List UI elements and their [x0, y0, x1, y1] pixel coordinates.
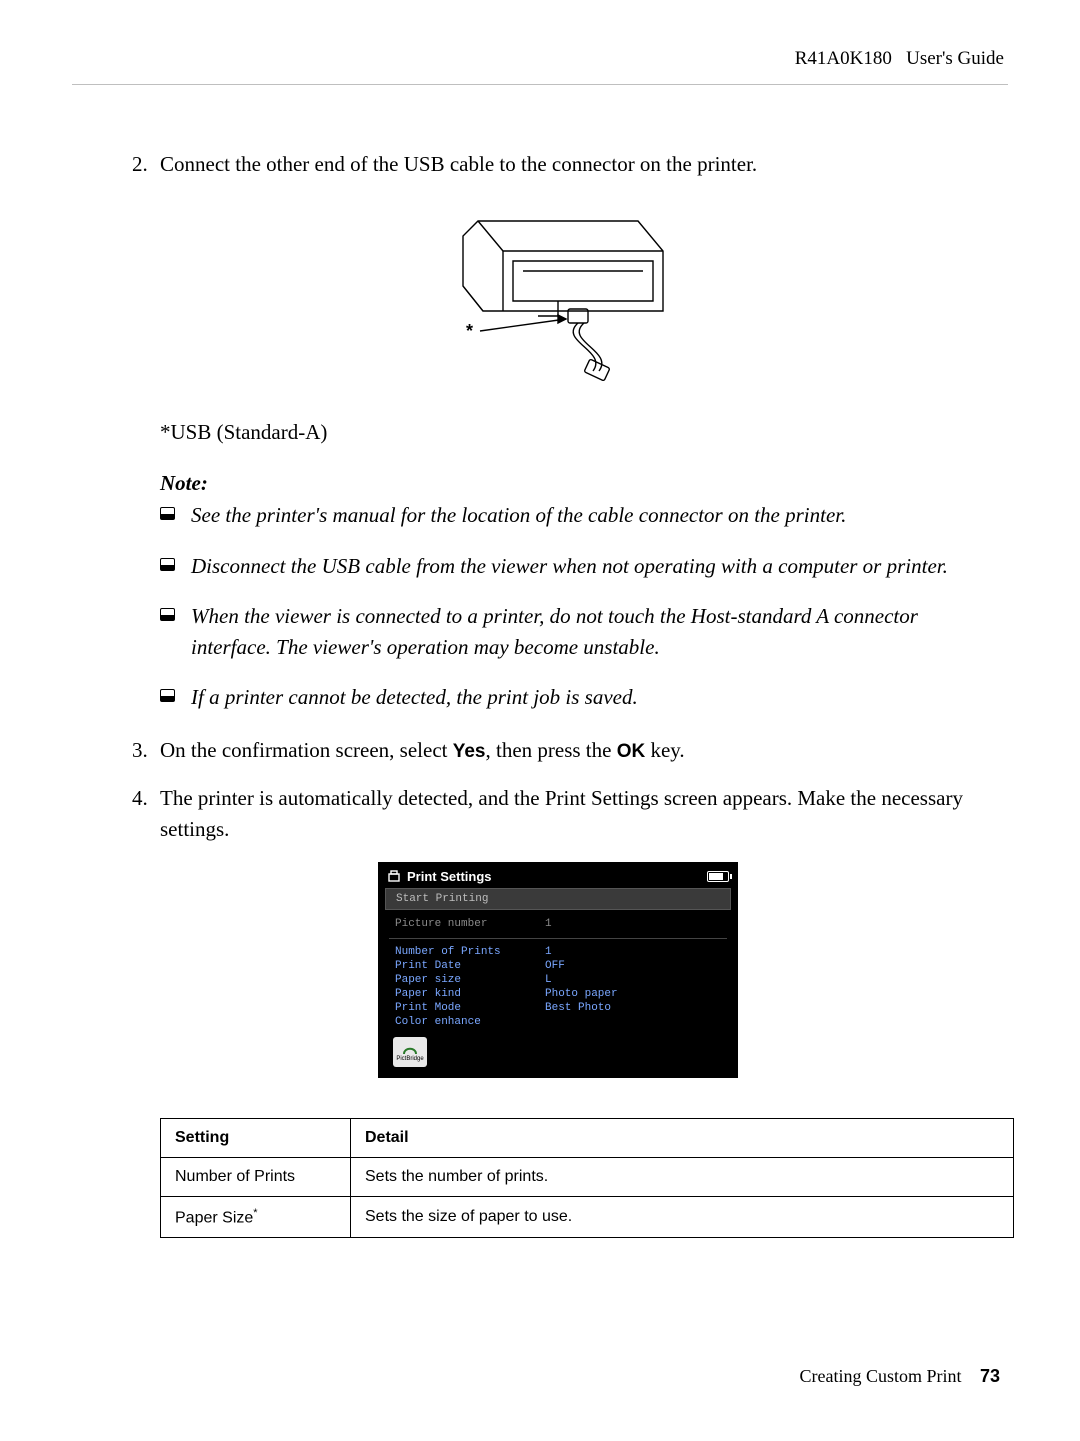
cell-setting: Number of Prints — [161, 1158, 351, 1197]
ok-label: OK — [617, 741, 646, 762]
printer-icon — [387, 870, 401, 884]
paper-size-sup: * — [253, 1207, 257, 1219]
step-2-num: 2. — [132, 149, 160, 179]
footer-section: Creating Custom Print — [799, 1366, 961, 1386]
footer-page: 73 — [980, 1366, 1000, 1386]
step-3-num: 3. — [132, 735, 160, 766]
note-heading: Note: — [132, 471, 984, 496]
picture-number-value: 1 — [545, 918, 552, 930]
row-key: Print Mode — [395, 1002, 545, 1014]
cell-detail: Sets the number of prints. — [351, 1158, 1014, 1197]
usb-caption: *USB (Standard-A) — [132, 420, 984, 445]
footer: Creating Custom Print 73 — [799, 1366, 1000, 1387]
row-key: Print Date — [395, 960, 545, 972]
table-row: Number of Prints Sets the number of prin… — [161, 1158, 1014, 1197]
panel-row: Paper sizeL — [379, 973, 737, 987]
picture-number-row: Picture number1 — [379, 912, 737, 938]
bullet-icon — [160, 689, 175, 702]
row-key: Paper kind — [395, 988, 545, 1000]
step-4: 4. The printer is automatically detected… — [132, 783, 984, 844]
step-4-text: The printer is automatically detected, a… — [160, 783, 984, 844]
panel-row: Print DateOFF — [379, 959, 737, 973]
pictbridge-label: PictBridge — [396, 1056, 423, 1062]
cell-setting: Paper Size* — [161, 1197, 351, 1238]
figure-printer-usb: * — [132, 201, 984, 386]
col-detail: Detail — [351, 1119, 1014, 1158]
pictbridge-logo: PictBridge — [393, 1037, 427, 1067]
table-header-row: Setting Detail — [161, 1119, 1014, 1158]
note-item: Disconnect the USB cable from the viewer… — [160, 551, 984, 581]
figure-print-settings: Print Settings Start Printing Picture nu… — [132, 862, 984, 1078]
note-list: See the printer's manual for the locatio… — [132, 500, 984, 712]
row-val: Best Photo — [545, 1002, 611, 1014]
figure-star: * — [466, 321, 473, 341]
panel-row: Number of Prints1 — [379, 945, 737, 959]
row-val: OFF — [545, 960, 565, 972]
note-text: If a printer cannot be detected, the pri… — [191, 682, 638, 712]
panel-divider — [389, 938, 727, 939]
bullet-icon — [160, 608, 175, 621]
cell-detail: Sets the size of paper to use. — [351, 1197, 1014, 1238]
note-text: When the viewer is connected to a printe… — [191, 601, 984, 662]
print-settings-panel: Print Settings Start Printing Picture nu… — [378, 862, 738, 1078]
battery-icon — [707, 871, 729, 882]
note-text: Disconnect the USB cable from the viewer… — [191, 551, 948, 581]
table-row: Paper Size* Sets the size of paper to us… — [161, 1197, 1014, 1238]
row-val: L — [545, 974, 552, 986]
row-key: Number of Prints — [395, 946, 545, 958]
step-4-num: 4. — [132, 783, 160, 844]
picture-number-label: Picture number — [395, 918, 545, 930]
settings-table: Setting Detail Number of Prints Sets the… — [160, 1118, 1014, 1238]
printer-usb-illustration: * — [408, 201, 708, 381]
note-text: See the printer's manual for the locatio… — [191, 500, 846, 530]
row-key: Paper size — [395, 974, 545, 986]
note-item: If a printer cannot be detected, the pri… — [160, 682, 984, 712]
step-3-pre: On the confirmation screen, select — [160, 738, 453, 762]
row-key: Color enhance — [395, 1016, 545, 1028]
paper-size-label: Paper Size — [175, 1209, 253, 1226]
step-2: 2. Connect the other end of the USB cabl… — [132, 149, 984, 179]
step-3-post: key. — [645, 738, 684, 762]
bullet-icon — [160, 558, 175, 571]
panel-titlebar: Print Settings — [379, 863, 737, 888]
doc-title: User's Guide — [906, 48, 1004, 69]
row-val: Photo paper — [545, 988, 618, 1000]
panel-row: Print ModeBest Photo — [379, 1001, 737, 1015]
header: R41A0K180 User's Guide — [72, 48, 1008, 70]
bullet-icon — [160, 507, 175, 520]
panel-row: Paper kindPhoto paper — [379, 987, 737, 1001]
row-val: 1 — [545, 946, 552, 958]
step-3-text: On the confirmation screen, select Yes, … — [160, 735, 984, 766]
start-printing-row: Start Printing — [385, 888, 731, 910]
step-2-text: Connect the other end of the USB cable t… — [160, 149, 984, 179]
col-setting: Setting — [161, 1119, 351, 1158]
note-item: When the viewer is connected to a printe… — [160, 601, 984, 662]
panel-row: Color enhance — [379, 1015, 737, 1029]
product-code: R41A0K180 — [795, 48, 892, 69]
note-item: See the printer's manual for the locatio… — [160, 500, 984, 530]
step-3-mid: , then press the — [485, 738, 616, 762]
step-3: 3. On the confirmation screen, select Ye… — [132, 735, 984, 766]
yes-label: Yes — [453, 741, 486, 762]
panel-title: Print Settings — [407, 869, 492, 884]
